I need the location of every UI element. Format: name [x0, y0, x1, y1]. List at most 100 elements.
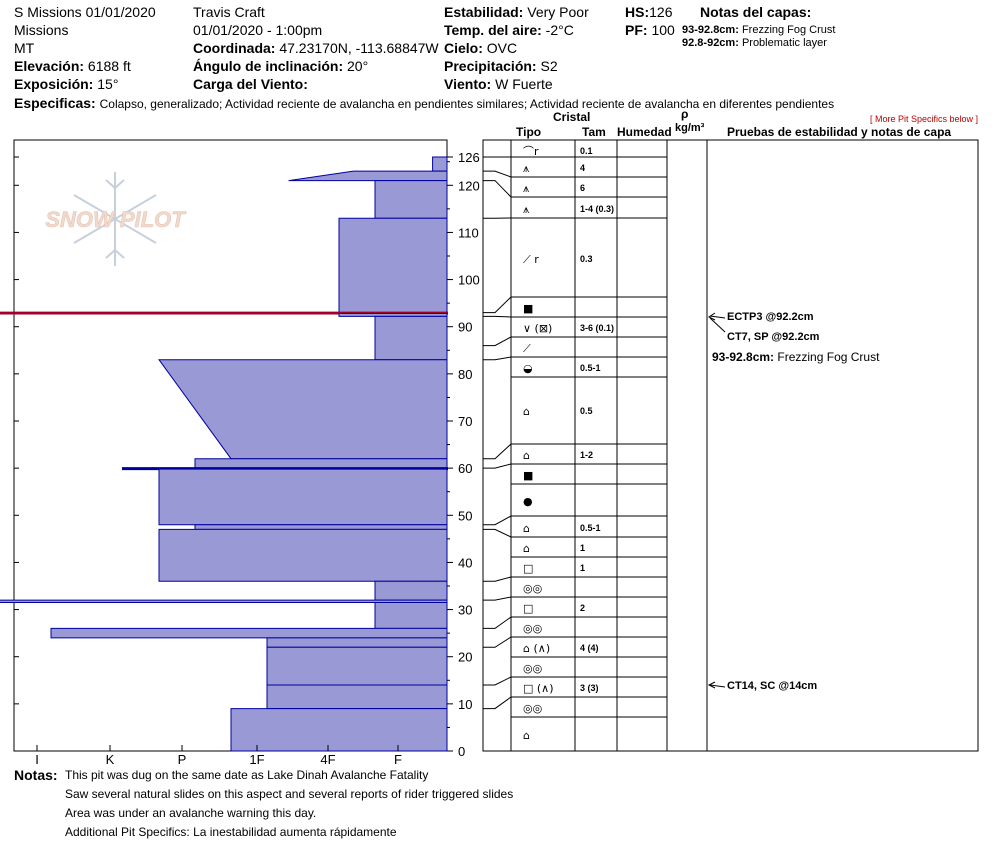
- crystal-type-icon: ⟋: [523, 342, 531, 355]
- crystal-type-icon: ■: [523, 302, 533, 315]
- crystal-size: 0.3: [580, 254, 593, 264]
- cristal-header: Cristal: [553, 110, 591, 124]
- height-tick-label: 10: [458, 697, 472, 712]
- crystal-size: 1-2: [580, 450, 593, 460]
- humedad-header: Humedad: [617, 125, 672, 139]
- sky-value: OVC: [486, 40, 518, 56]
- hardness-tick-label: 1F: [249, 752, 264, 767]
- pf-label: PF:: [625, 22, 648, 38]
- wind-load-label: Carga del Viento:: [193, 76, 308, 92]
- layer-note-2-text: Problematic layer: [741, 37, 827, 49]
- hardness-tick-label: F: [394, 752, 402, 767]
- hardness-tick-label: P: [178, 752, 187, 767]
- crystal-type-icon: ◎◎: [523, 662, 542, 675]
- height-tick-label: 0: [458, 744, 465, 759]
- layer-connector: [483, 616, 512, 629]
- crystal-type-icon: □: [523, 602, 533, 615]
- stability-row: Estabilidad: Very Poor: [444, 4, 589, 20]
- crystal-size: 1: [580, 563, 585, 573]
- test-arrow-ct7: [709, 317, 726, 333]
- hardness-tick-label: 4F: [320, 752, 335, 767]
- snowpilot-logo: SNOW PILOT: [45, 172, 187, 266]
- layer-note-1: 93-92.8cm: Frezzing Fog Crust: [682, 24, 835, 37]
- coord-row: Coordinada: 47.23170N, -113.68847W: [193, 40, 439, 56]
- crystal-size: 3-6 (0.1): [580, 323, 614, 333]
- test-note-ct7: CT7, SP @92.2cm: [727, 331, 820, 343]
- hardness-layer: [374, 315, 448, 361]
- crystal-type-icon: ⩚: [523, 203, 529, 216]
- layer-connector: [483, 180, 512, 198]
- crystal-type-icon: ◒: [523, 362, 533, 375]
- tipo-header: Tipo: [516, 125, 542, 139]
- height-tick-label: 40: [458, 555, 472, 570]
- hardness-layer: [50, 627, 448, 639]
- height-tick-label: 126: [458, 150, 480, 165]
- crystal-type-icon: ⩚: [523, 182, 529, 195]
- hardness-layer: [338, 217, 448, 314]
- height-tick-label: 120: [458, 178, 480, 193]
- layer-connector: [483, 356, 512, 361]
- hardness-layer: [158, 359, 448, 460]
- hardness-axis: I K P 1F 4F F: [35, 745, 402, 767]
- precip-value: S2: [540, 58, 558, 74]
- wind-value: W Fuerte: [495, 76, 553, 92]
- hs-row: HS:126: [625, 4, 672, 20]
- crystal-size: 1: [580, 543, 585, 553]
- slope-value: 20°: [347, 58, 369, 74]
- test-arrows: [707, 312, 726, 689]
- layer-connector: [483, 676, 512, 686]
- height-tick-label: 50: [458, 508, 472, 523]
- test-arrow-ct14: [709, 684, 726, 688]
- layer-connector: [483, 636, 512, 648]
- crystal-size: 0.1: [580, 146, 593, 156]
- test-arrowhead-2: [707, 681, 716, 689]
- aspect-row: Exposición: 15°: [14, 76, 118, 92]
- hardness-layer: [194, 524, 448, 530]
- layer-connector: [483, 596, 512, 601]
- crystal-type-icon: ◎◎: [523, 582, 542, 595]
- crystal-type-icon: ⌂: [523, 449, 530, 462]
- crystal-size: 2: [580, 603, 585, 613]
- hardness-layer: [194, 458, 448, 469]
- elevation-row: Elevación: 6188 ft: [14, 58, 131, 74]
- sky-row: Cielo: OVC: [444, 40, 517, 56]
- more-specifics-link[interactable]: [ More Pit Specifics below ]: [870, 114, 979, 124]
- crystal-type-icon: ∨ (⊠): [523, 322, 552, 335]
- wind-label: Viento:: [444, 76, 492, 92]
- hs-label: HS:: [625, 4, 650, 20]
- slope-label: Ángulo de inclinación:: [193, 58, 344, 74]
- crystal-size: 4 (4): [580, 643, 599, 653]
- snowflake-icon: [73, 172, 157, 266]
- layer-connector: [483, 463, 512, 469]
- stability-value: Very Poor: [527, 4, 589, 20]
- pf-row: PF: 100: [625, 22, 675, 38]
- hardness-layer: [288, 170, 448, 182]
- crystal-type-icon: ⌒r: [523, 145, 539, 158]
- crystal-type-icon: ⌂: [523, 522, 530, 535]
- precip-row: Precipitación: S2: [444, 58, 558, 74]
- elevation-value: 6188 ft: [87, 58, 131, 74]
- height-tick-label: 60: [458, 461, 472, 476]
- hardness-layer: [432, 156, 448, 172]
- location-name: Missions: [14, 22, 69, 38]
- crystal-size: 1-4 (0.3): [580, 204, 614, 214]
- specifics-row: Especificas: Colapso, generalizado; Acti…: [14, 95, 834, 111]
- layer-rows: ⌒r 0.1 ⩚ 4 ⩚ 6 ⩚ 1-4 (0.3) ⟋ r 0.3 ■ ∨ (⊠) 3-6 (0.1)…: [511, 145, 667, 742]
- hardness-layer: [374, 580, 448, 601]
- crystal-type-icon: ◎◎: [523, 702, 542, 715]
- layer-connectors: [483, 156, 512, 710]
- hardness-layer: [266, 684, 448, 710]
- notes-label: Notas:: [14, 767, 58, 783]
- layer-note-2-range: 92.8-92cm:: [682, 37, 739, 49]
- layer-connector: [483, 515, 512, 526]
- hardness-layer: [374, 602, 448, 629]
- crystal-type-icon: ⌂: [523, 542, 530, 555]
- layer-connector: [483, 336, 512, 347]
- layer-connector: [483, 315, 512, 318]
- air-temp-label: Temp. del aire:: [444, 22, 542, 38]
- layer-connector: [483, 696, 512, 710]
- pit-title: S Missions 01/01/2020: [14, 4, 156, 20]
- hardness-profile: [0, 156, 448, 752]
- slope-row: Ángulo de inclinación: 20°: [193, 58, 368, 74]
- crystal-size: 6: [580, 183, 585, 193]
